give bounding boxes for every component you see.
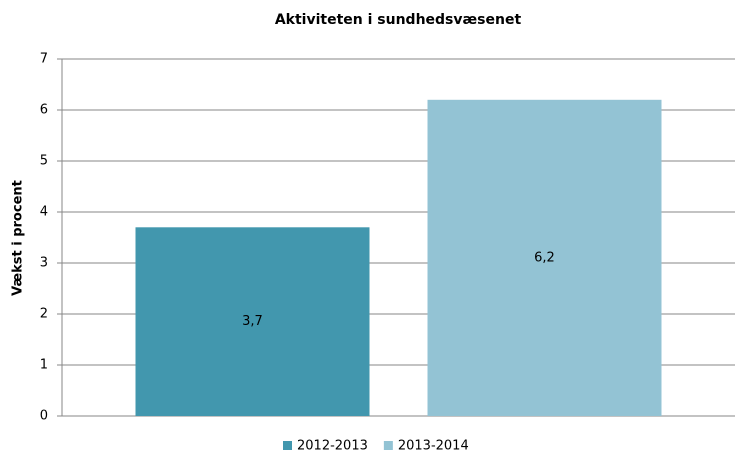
legend-swatch [283,441,292,450]
data-label: 6,2 [534,250,555,265]
data-label: 3,7 [242,314,263,329]
bar [135,227,370,416]
y-axis-label: Vækst i procent [11,180,26,296]
legend-label: 2012-2013 [297,439,368,454]
y-tick-label: 0 [40,409,48,424]
legend-label: 2013-2014 [398,439,469,454]
y-tick-label: 4 [40,205,48,220]
y-tick-label: 3 [40,256,48,271]
y-tick-label: 6 [40,103,48,118]
y-tick-label: 1 [40,358,48,373]
chart-title: Aktiviteten i sundhedsvæsenet [275,12,522,28]
bar [427,99,662,417]
legend-swatch [383,441,393,450]
y-tick-label: 2 [40,307,48,322]
y-tick-label: 7 [40,52,48,67]
y-tick-label: 5 [40,154,48,169]
